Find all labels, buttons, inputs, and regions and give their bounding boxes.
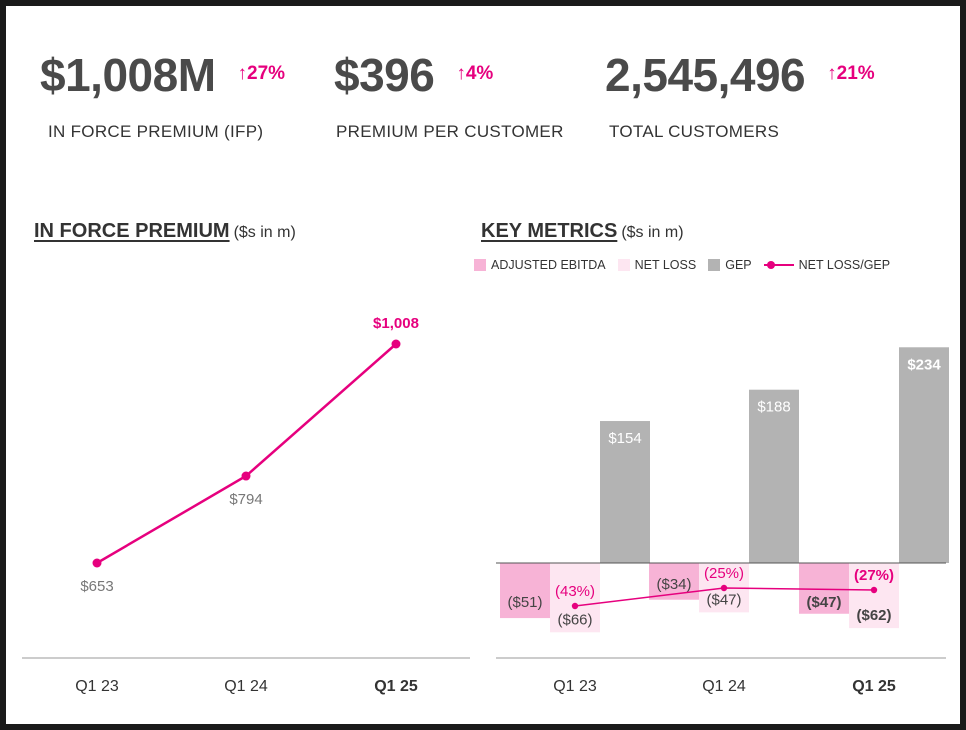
km-x-tick: Q1 24 [702, 678, 746, 695]
kpi-ppc: $396 ↑4% [334, 48, 493, 102]
km-x-tick: Q1 23 [553, 678, 597, 695]
gep-bar [749, 389, 799, 563]
ebitda-bar-label: ($51) [507, 594, 542, 611]
key-metrics-title: KEY METRICS ($s in m) [481, 220, 684, 243]
kpi-ifp-change: ↑27% [237, 63, 286, 84]
kpi-customers-change: ↑21% [827, 63, 875, 84]
gep-bar-label: $154 [608, 430, 641, 447]
ifp-data-label: $794 [229, 491, 262, 508]
legend-label-ratio: NET LOSS/GEP [798, 258, 891, 272]
kpi-ifp-value: $1,008M [40, 49, 216, 101]
kpi-customers: 2,545,496 ↑21% [605, 48, 875, 102]
gep-bar-label: $188 [757, 399, 790, 416]
kpi-customers-label: TOTAL CUSTOMERS [609, 122, 780, 141]
ifp-x-tick: Q1 24 [224, 678, 268, 695]
ifp-point [391, 339, 401, 349]
kpi-ppc-value: $396 [334, 49, 435, 101]
kpi-customers-value: 2,545,496 [605, 49, 806, 101]
legend-item-gep: GEP [708, 258, 752, 272]
ifp-x-tick: Q1 23 [75, 678, 119, 695]
ifp-data-label: $1,008 [373, 315, 419, 332]
km-x-tick: Q1 25 [852, 678, 896, 695]
gep-bar [600, 421, 650, 563]
key-metrics-unit: ($s in m) [621, 224, 684, 241]
ifp-chart-unit: ($s in m) [233, 224, 296, 241]
netloss-bar-label: ($62) [856, 607, 891, 624]
ifp-chart-title-text: IN FORCE PREMIUM [34, 220, 230, 242]
ifp-line [96, 343, 397, 565]
gep-bar [899, 347, 949, 563]
ebitda-bar-label: ($47) [806, 594, 841, 611]
ifp-chart-title: IN FORCE PREMIUM ($s in m) [34, 220, 296, 243]
ebitda-bar [500, 563, 550, 619]
kpi-ifp-label: IN FORCE PREMIUM (IFP) [48, 122, 264, 141]
key-metrics-title-text: KEY METRICS [481, 220, 618, 242]
ratio-label: (27%) [854, 567, 894, 584]
kpi-ppc-change: ↑4% [456, 63, 494, 84]
ratio-point [720, 584, 728, 592]
ifp-data-label: $653 [80, 578, 113, 595]
netloss-bar-label: ($47) [706, 591, 741, 608]
legend-item-netloss: NET LOSS [617, 258, 697, 272]
key-metrics-legend: ADJUSTED EBITDA NET LOSS GEP NET LOSS/GE… [474, 258, 902, 272]
netloss-bar [550, 563, 600, 633]
ratio-point [870, 586, 878, 594]
ratio-label: (43%) [555, 583, 595, 600]
gep-bar-label: $234 [907, 356, 941, 373]
legend-line-marker-icon [763, 261, 794, 269]
legend-label-gep: GEP [725, 258, 752, 272]
ebitda-bar-label: ($34) [656, 576, 691, 593]
netloss-bar [849, 563, 899, 629]
legend-swatch-gep [708, 259, 721, 271]
legend-swatch-netloss [617, 259, 630, 271]
ifp-x-tick: Q1 25 [374, 678, 418, 695]
ratio-label: (25%) [704, 565, 744, 582]
ifp-point [241, 471, 251, 481]
netloss-bar-label: ($66) [557, 611, 592, 628]
legend-swatch-ebitda [474, 259, 486, 271]
legend-item-ebitda: ADJUSTED EBITDA [474, 258, 606, 272]
legend-label-netloss: NET LOSS [634, 258, 697, 272]
legend-item-ratio: NET LOSS/GEP [763, 258, 891, 272]
kpi-ifp: $1,008M ↑27% [40, 48, 285, 102]
ifp-point [92, 558, 102, 568]
kpi-ppc-label: PREMIUM PER CUSTOMER [336, 122, 564, 141]
ratio-point [571, 602, 579, 610]
legend-label-ebitda: ADJUSTED EBITDA [491, 258, 606, 272]
